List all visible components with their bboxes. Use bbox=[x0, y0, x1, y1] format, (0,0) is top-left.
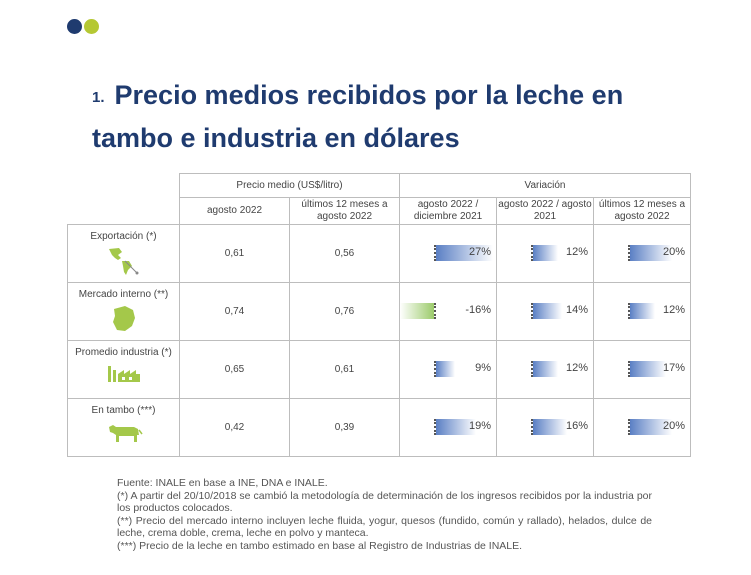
table-corner bbox=[68, 174, 180, 198]
var-label: 14% bbox=[565, 304, 588, 316]
var-bar bbox=[434, 419, 476, 435]
var-label: 16% bbox=[565, 420, 588, 432]
uruguay-map-icon bbox=[112, 306, 135, 331]
var-bar bbox=[628, 419, 672, 435]
price-table: Precio medio (US$/litro) Variación agost… bbox=[67, 173, 691, 457]
var-bar bbox=[628, 245, 672, 261]
var-label: 12% bbox=[565, 362, 588, 374]
table-row: Promedio industria (*) 0,65 0,61 9% 12% … bbox=[67, 340, 691, 399]
header-price-2: últimos 12 meses a agosto 2022 bbox=[289, 197, 400, 225]
var-cell: 16% bbox=[496, 398, 594, 457]
title-number: 1. bbox=[92, 89, 105, 106]
var-label: 9% bbox=[475, 362, 491, 374]
var-bar bbox=[628, 361, 666, 377]
price-august: 0,61 bbox=[179, 224, 290, 283]
source-note: Fuente: INALE en base a INE, DNA e INALE… bbox=[117, 477, 328, 489]
var-bar bbox=[531, 361, 559, 377]
price-august: 0,74 bbox=[179, 282, 290, 341]
row-label: Mercado interno (**) bbox=[78, 289, 169, 300]
var-cell: 14% bbox=[496, 282, 594, 341]
price-august: 0,65 bbox=[179, 340, 290, 399]
var-cell: 27% bbox=[399, 224, 497, 283]
var-cell: 12% bbox=[496, 224, 594, 283]
var-cell: -16% bbox=[399, 282, 497, 341]
var-bar bbox=[531, 245, 559, 261]
var-label: 17% bbox=[662, 362, 685, 374]
page-title: 1. Precio medios recibidos por la leche e… bbox=[92, 75, 652, 158]
row-label-cell: Exportación (*) bbox=[67, 224, 180, 283]
price-12-months: 0,61 bbox=[289, 340, 400, 399]
var-cell: 17% bbox=[593, 340, 691, 399]
brand-dot-navy bbox=[67, 19, 82, 34]
title-text: Precio medios recibidos por la leche en … bbox=[92, 80, 624, 153]
price-august: 0,42 bbox=[179, 398, 290, 457]
footnote-1: (*) A partir del 20/10/2018 se cambió la… bbox=[117, 489, 652, 515]
footnote-3: (***) Precio de la leche en tambo estima… bbox=[117, 539, 523, 552]
var-cell: 12% bbox=[496, 340, 594, 399]
table-row: Exportación (*) 0,61 0,56 27% 12% 20% bbox=[67, 224, 691, 283]
header-var-3: últimos 12 meses a agosto 2022 bbox=[593, 197, 691, 225]
footnote-2: (**) Precio del mercado interno incluyen… bbox=[117, 514, 652, 540]
brand-dots bbox=[67, 19, 99, 34]
factory-icon bbox=[107, 366, 140, 382]
var-label: -16% bbox=[465, 304, 491, 316]
var-cell: 20% bbox=[593, 224, 691, 283]
var-label: 12% bbox=[662, 304, 685, 316]
table-row: En tambo (***) 0,42 0,39 19% 16% 20% bbox=[67, 398, 691, 457]
var-bar bbox=[531, 303, 563, 319]
table-row: Mercado interno (**) 0,74 0,76 -16% 14% … bbox=[67, 282, 691, 341]
var-bar bbox=[434, 245, 493, 261]
var-label: 19% bbox=[468, 420, 491, 432]
row-label: Promedio industria (*) bbox=[75, 347, 172, 358]
var-cell: 20% bbox=[593, 398, 691, 457]
var-bar bbox=[400, 303, 436, 319]
row-label-cell: Promedio industria (*) bbox=[67, 340, 180, 399]
var-label: 20% bbox=[662, 246, 685, 258]
var-bar bbox=[628, 303, 656, 319]
var-cell: 19% bbox=[399, 398, 497, 457]
var-bar bbox=[531, 419, 567, 435]
row-label: En tambo (***) bbox=[91, 405, 156, 416]
row-label-cell: En tambo (***) bbox=[67, 398, 180, 457]
var-label: 27% bbox=[468, 246, 491, 258]
header-price-1: agosto 2022 bbox=[179, 197, 290, 225]
americas-map-icon bbox=[108, 248, 138, 275]
row-label: Exportación (*) bbox=[90, 231, 157, 242]
table-corner-2 bbox=[68, 198, 180, 225]
cow-icon bbox=[108, 425, 143, 442]
var-cell: 12% bbox=[593, 282, 691, 341]
header-var-1: agosto 2022 / diciembre 2021 bbox=[399, 197, 497, 225]
var-cell: 9% bbox=[399, 340, 497, 399]
header-price-group: Precio medio (US$/litro) bbox=[179, 173, 400, 198]
price-12-months: 0,56 bbox=[289, 224, 400, 283]
price-12-months: 0,76 bbox=[289, 282, 400, 341]
price-12-months: 0,39 bbox=[289, 398, 400, 457]
var-label: 20% bbox=[662, 420, 685, 432]
var-bar bbox=[434, 361, 455, 377]
footnotes: Fuente: INALE en base a INE, DNA e INALE… bbox=[117, 477, 652, 552]
var-label: 12% bbox=[565, 246, 588, 258]
header-variation-group: Variación bbox=[399, 173, 691, 198]
brand-dot-lime bbox=[84, 19, 99, 34]
row-label-cell: Mercado interno (**) bbox=[67, 282, 180, 341]
header-var-2: agosto 2022 / agosto 2021 bbox=[496, 197, 594, 225]
